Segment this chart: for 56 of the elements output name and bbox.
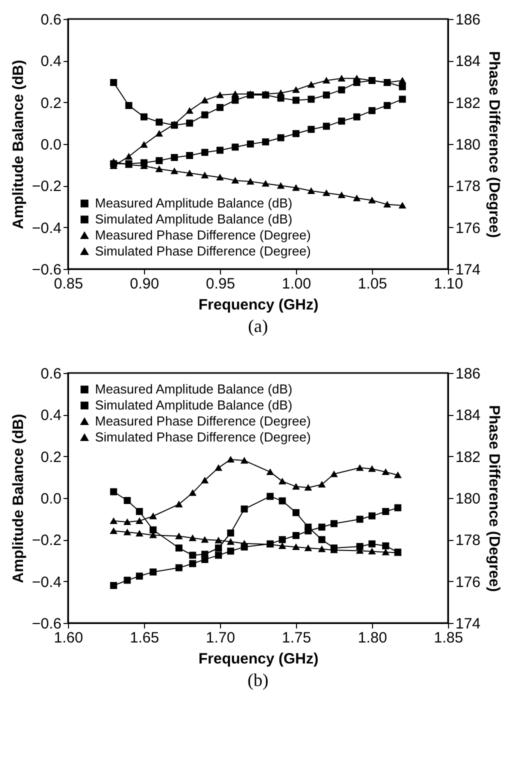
y-tick-label: 0.2 (40, 448, 62, 466)
legend-label: Measured Amplitude Balance (dB) (95, 196, 292, 210)
legend-label: Measured Phase Difference (Degree) (95, 414, 311, 428)
y-tick-label: 0.4 (40, 407, 62, 424)
x-tick-label: 1.00 (282, 276, 312, 292)
y2-tick-label: 176 (456, 574, 481, 591)
x-tick-label: 1.70 (206, 630, 236, 646)
y2-tick-label: 174 (456, 262, 481, 278)
y-axis-title: Amplitude Balance (dB) (10, 60, 27, 230)
y-tick-label: −0.2 (32, 532, 62, 550)
y-tick-label: −0.4 (32, 220, 62, 237)
y2-axis-title: Phase Difference (Degree) (486, 405, 503, 592)
y-tick-label: 0.6 (40, 366, 62, 382)
legend-label: Measured Phase Difference (Degree) (95, 228, 311, 242)
y2-tick-label: 182 (456, 448, 481, 466)
y2-tick-label: 180 (456, 490, 481, 508)
text: (b) (248, 670, 268, 690)
legend-label: Simulated Amplitude Balance (dB) (95, 212, 292, 226)
x-tick-label: 0.85 (54, 276, 84, 292)
y2-tick-label: 178 (456, 532, 481, 550)
y2-tick-label: 180 (456, 136, 481, 154)
x-tick-label: 1.80 (358, 630, 388, 646)
y-tick-label: 0.4 (40, 53, 62, 70)
y-tick-label: −0.4 (32, 574, 62, 591)
y2-tick-label: 184 (456, 53, 481, 70)
y2-tick-label: 182 (456, 94, 481, 112)
y2-tick-label: 176 (456, 220, 481, 237)
x-tick-label: 1.60 (54, 630, 84, 646)
y2-tick-label: 174 (456, 616, 481, 632)
legend-label: Simulated Phase Difference (Degree) (95, 430, 311, 444)
x-axis-title: Frequency (GHz) (198, 650, 319, 668)
legend-label: Simulated Phase Difference (Degree) (95, 244, 311, 258)
x-tick-label: 1.75 (282, 630, 312, 646)
y2-axis-title: Phase Difference (Degree) (486, 51, 503, 238)
x-tick-label: 1.05 (358, 276, 388, 292)
y2-tick-label: 178 (456, 178, 481, 196)
y-tick-label: −0.2 (32, 178, 62, 196)
y-axis-title: Amplitude Balance (dB) (10, 414, 27, 584)
y-tick-label: 0.0 (40, 136, 62, 154)
y2-tick-label: 186 (456, 366, 481, 382)
y-tick-label: 0.0 (40, 490, 62, 508)
x-axis-title: Frequency (GHz) (198, 296, 319, 314)
y-tick-label: 0.2 (40, 94, 62, 112)
y-tick-label: −0.6 (32, 262, 62, 278)
text: (a) (248, 316, 268, 336)
x-tick-label: 1.85 (434, 630, 464, 646)
legend-label: Simulated Amplitude Balance (dB) (95, 398, 292, 412)
y-tick-label: −0.6 (32, 616, 62, 632)
y2-tick-label: 184 (456, 407, 481, 424)
y2-tick-label: 186 (456, 12, 481, 28)
x-tick-label: 0.95 (206, 276, 236, 292)
legend-label: Measured Amplitude Balance (dB) (95, 382, 292, 396)
x-tick-label: 0.90 (130, 276, 160, 292)
x-tick-label: 1.10 (434, 276, 464, 292)
y-tick-label: 0.6 (40, 12, 62, 28)
x-tick-label: 1.65 (130, 630, 160, 646)
